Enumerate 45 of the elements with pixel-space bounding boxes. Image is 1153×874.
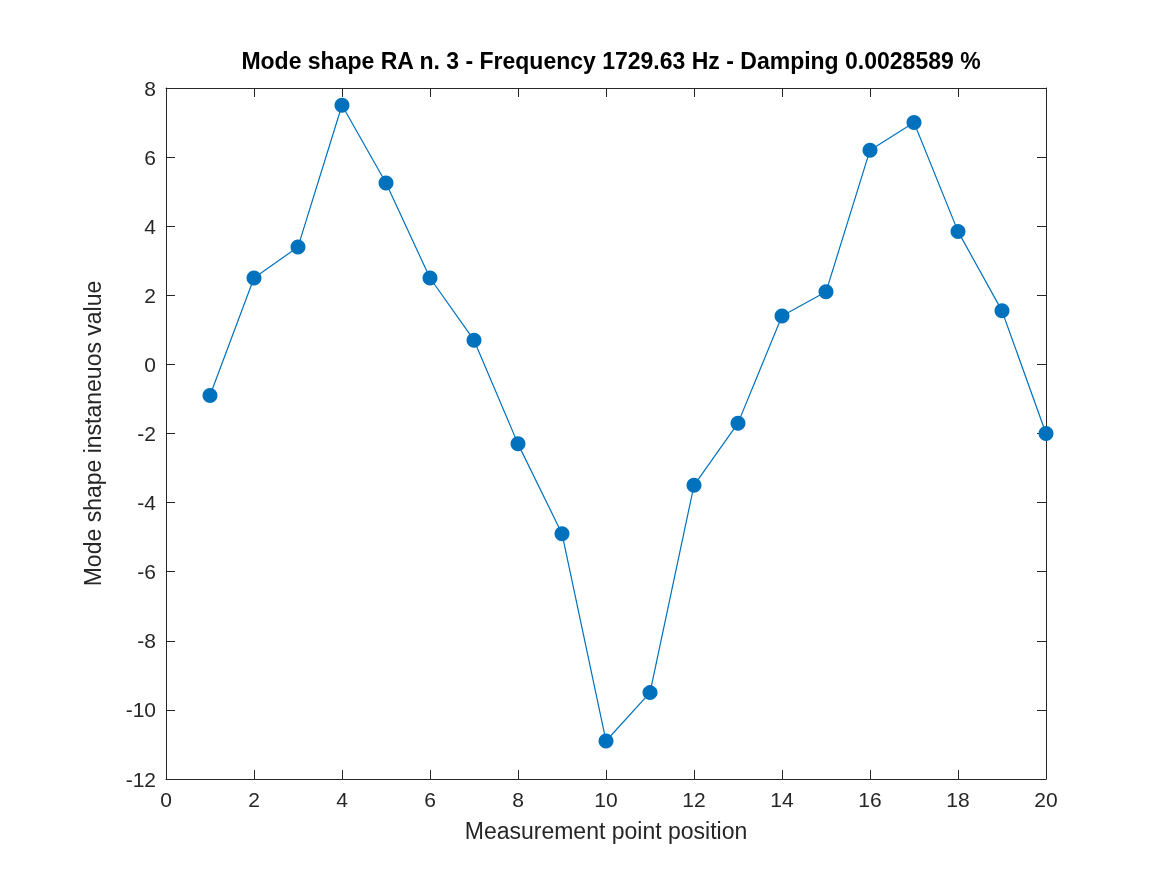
point bbox=[466, 332, 482, 348]
point bbox=[510, 436, 526, 452]
point bbox=[290, 239, 306, 255]
point bbox=[1038, 426, 1054, 441]
y-tick-label: 0 bbox=[144, 352, 156, 376]
x-axis-title: Measurement point position bbox=[464, 817, 748, 844]
x-tick-label: 12 bbox=[682, 788, 706, 811]
point bbox=[774, 308, 790, 324]
x-tick-label: 4 bbox=[336, 788, 349, 811]
point bbox=[378, 175, 394, 191]
y-axis-title: Mode shape instaneuos value bbox=[79, 280, 106, 587]
y-tick-label: -2 bbox=[137, 422, 156, 445]
y-tick-label: -12 bbox=[125, 767, 156, 791]
x-tick-label: 14 bbox=[770, 788, 794, 811]
point bbox=[950, 223, 966, 239]
x-tick-label: 2 bbox=[248, 788, 260, 811]
point bbox=[862, 142, 878, 158]
point bbox=[642, 685, 658, 701]
y-tick-label: -6 bbox=[137, 560, 156, 584]
chart-title: Mode shape RA n. 3 - Frequency 1729.63 Hz - Damping 0.0028589 % bbox=[241, 47, 981, 74]
x-tick-label: 18 bbox=[946, 788, 970, 811]
y-tick-label: -4 bbox=[137, 491, 157, 515]
point bbox=[818, 284, 834, 300]
y-tick-label: 4 bbox=[144, 214, 157, 238]
point bbox=[598, 733, 614, 749]
point bbox=[422, 270, 438, 286]
point bbox=[686, 477, 702, 493]
point bbox=[246, 270, 262, 286]
y-tick-label: 6 bbox=[144, 145, 156, 169]
x-tick-label: 6 bbox=[424, 788, 436, 811]
x-tick-label: 10 bbox=[594, 788, 618, 811]
x-tick-label: 20 bbox=[1034, 788, 1058, 811]
y-tick-label: 2 bbox=[144, 283, 156, 307]
y-tick-label: 8 bbox=[144, 76, 156, 100]
point bbox=[202, 388, 218, 403]
point bbox=[554, 526, 570, 542]
point bbox=[994, 303, 1010, 319]
point bbox=[334, 97, 350, 113]
y-tick-label: -8 bbox=[137, 629, 156, 653]
point bbox=[906, 115, 922, 131]
point bbox=[730, 415, 746, 431]
x-tick-label: 0 bbox=[160, 788, 172, 811]
x-tick-label: 8 bbox=[512, 788, 524, 811]
x-tick-label: 16 bbox=[858, 788, 882, 811]
y-tick-label: -10 bbox=[125, 698, 156, 722]
